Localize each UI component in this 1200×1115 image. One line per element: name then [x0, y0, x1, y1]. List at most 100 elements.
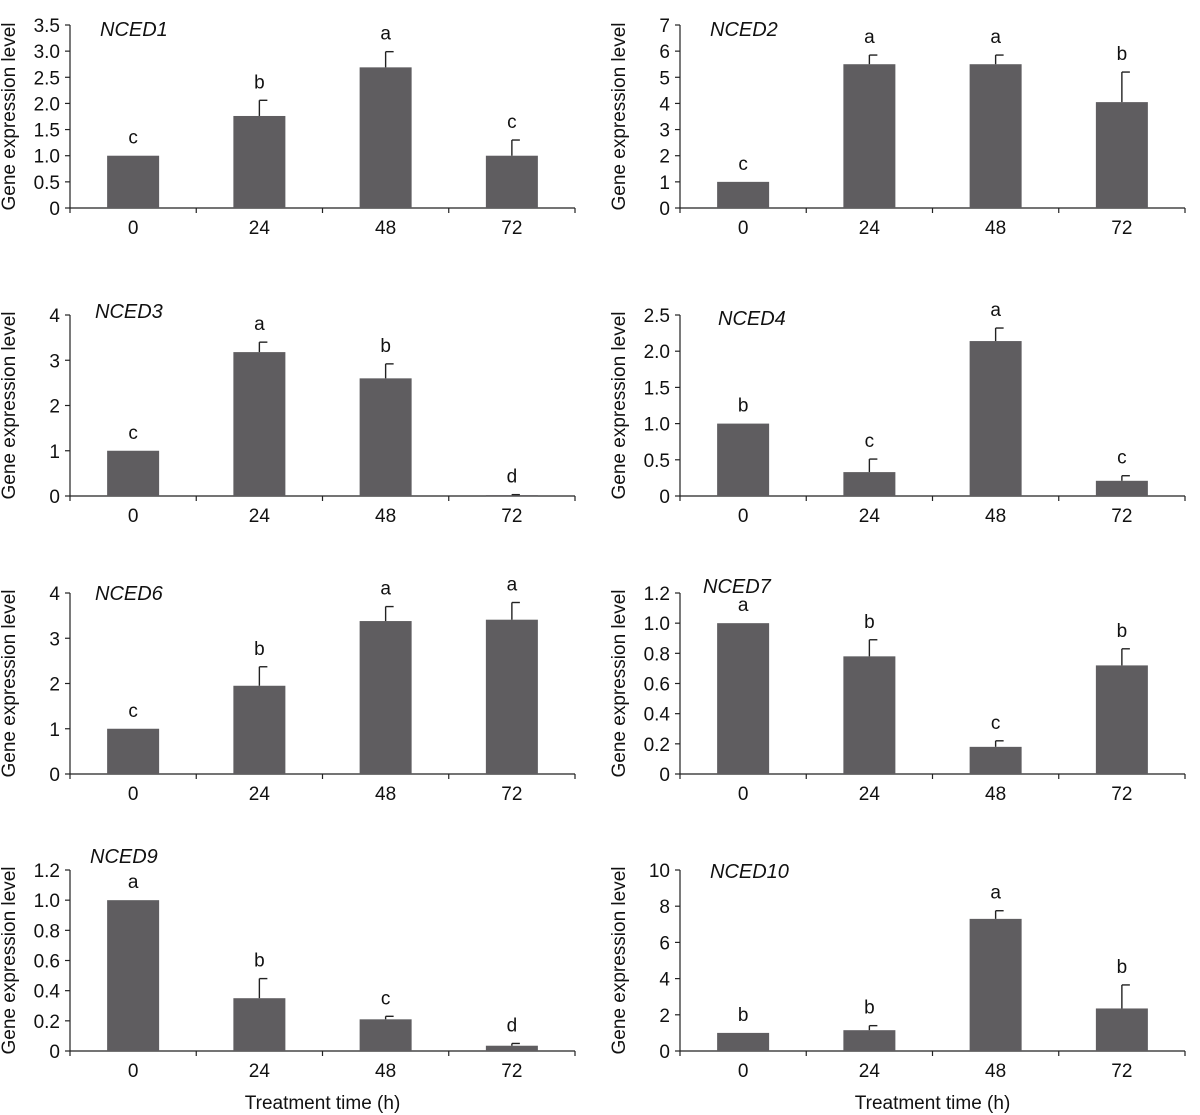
y-tick-label: 1 — [659, 173, 670, 194]
x-tick-label: 24 — [859, 506, 881, 527]
panel-title: NCED7 — [703, 576, 772, 598]
x-tick-label: 72 — [1111, 506, 1132, 527]
y-tick-label: 4 — [49, 306, 60, 327]
bar — [359, 67, 412, 208]
panel-title: NCED2 — [710, 19, 778, 41]
significance-label: b — [864, 998, 875, 1019]
significance-label: b — [254, 951, 265, 972]
y-tick-label: 7 — [659, 16, 670, 37]
chart-panel-1: 0 0.5 1.0 1.5 2.0 2.5 3.0 3.5 c 0 b 24 a 48 c 72 NCED1 Ge… — [0, 16, 576, 239]
y-tick-label: 8 — [659, 897, 670, 918]
y-axis-title: Gene expression level — [0, 590, 20, 778]
y-tick-label: 0.4 — [644, 705, 671, 726]
y-tick-label: 2.5 — [34, 68, 60, 89]
significance-label: b — [864, 612, 875, 633]
significance-label: c — [738, 154, 748, 175]
significance-label: a — [990, 27, 1001, 48]
x-tick-label: 48 — [985, 1061, 1006, 1082]
significance-label: d — [507, 1015, 518, 1036]
x-tick-label: 0 — [128, 784, 139, 805]
significance-label: c — [128, 423, 138, 444]
y-tick-label: 0 — [659, 487, 670, 508]
y-axis-title: Gene expression level — [609, 312, 630, 500]
significance-label: b — [254, 72, 265, 93]
chart-panel-4: 0 0.5 1.0 1.5 2.0 2.5 b 0 c 24 a 48 c 72 NCED4 Gene exp… — [609, 300, 1186, 527]
y-tick-label: 0.5 — [644, 451, 670, 472]
y-axis-title: Gene expression level — [609, 590, 630, 778]
significance-label: c — [128, 701, 138, 722]
panel-title: NCED4 — [718, 308, 786, 330]
bar — [233, 352, 286, 496]
bar — [107, 155, 160, 208]
panel-title: NCED6 — [95, 583, 164, 605]
x-tick-label: 48 — [375, 1061, 396, 1082]
x-tick-label: 24 — [249, 218, 271, 239]
bar — [969, 746, 1022, 774]
significance-label: b — [254, 639, 265, 660]
y-tick-label: 0.5 — [34, 173, 60, 194]
y-tick-label: 0 — [49, 199, 60, 220]
significance-label: b — [380, 336, 391, 357]
y-tick-label: 0 — [49, 487, 60, 508]
x-tick-label: 72 — [501, 1061, 522, 1082]
chart-panel-6: 0 0.2 0.4 0.6 0.8 1.0 1.2 a 0 b 24 c 48 b 72 NCED7 Gene … — [609, 576, 1186, 805]
x-tick-label: 24 — [859, 1061, 881, 1082]
panel-title: NCED3 — [95, 301, 163, 323]
y-axis-title: Gene expression level — [0, 867, 20, 1055]
bar — [1095, 665, 1148, 774]
y-tick-label: 3 — [659, 121, 670, 142]
bar — [107, 900, 160, 1051]
significance-label: b — [738, 1005, 749, 1026]
y-tick-label: 1.0 — [34, 891, 60, 912]
y-tick-label: 0 — [659, 1042, 670, 1063]
significance-label: a — [254, 314, 265, 335]
x-tick-label: 0 — [128, 218, 139, 239]
x-tick-label: 0 — [738, 1061, 749, 1082]
y-tick-label: 10 — [649, 861, 670, 882]
y-tick-label: 6 — [659, 933, 670, 954]
significance-label: a — [990, 300, 1001, 321]
x-tick-label: 72 — [1111, 218, 1132, 239]
bar — [1095, 480, 1148, 496]
y-tick-label: 0.8 — [34, 921, 60, 942]
significance-label: a — [507, 575, 518, 596]
y-tick-label: 1.0 — [34, 147, 60, 168]
significance-label: a — [128, 872, 139, 893]
bar — [485, 619, 538, 774]
y-tick-label: 4 — [659, 970, 670, 991]
significance-label: b — [1117, 44, 1128, 65]
y-tick-label: 2 — [659, 147, 670, 168]
y-tick-label: 3 — [49, 629, 60, 650]
bar — [969, 64, 1022, 208]
x-tick-label: 48 — [985, 218, 1006, 239]
x-tick-label: 0 — [738, 784, 749, 805]
y-tick-label: 3.5 — [34, 16, 60, 37]
y-tick-label: 3.0 — [34, 42, 60, 63]
significance-label: b — [1117, 621, 1128, 642]
x-axis-title: Treatment time (h) — [855, 1093, 1011, 1114]
y-tick-label: 0.2 — [34, 1012, 60, 1033]
y-tick-label: 1 — [49, 720, 60, 741]
chart-panel-3: 0 1 2 3 4 c 0 a 24 b 48 d 72 NCED3 Gene expression lev… — [0, 301, 576, 527]
y-tick-label: 2.0 — [644, 342, 670, 363]
y-axis-title: Gene expression level — [0, 23, 20, 211]
x-tick-label: 72 — [501, 784, 522, 805]
x-tick-label: 48 — [985, 506, 1006, 527]
bar — [233, 998, 286, 1051]
significance-label: c — [991, 713, 1001, 734]
x-tick-label: 24 — [249, 784, 271, 805]
bar — [359, 378, 412, 496]
y-tick-label: 2 — [659, 1006, 670, 1027]
significance-label: c — [128, 128, 138, 149]
x-tick-label: 72 — [1111, 1061, 1132, 1082]
x-tick-label: 24 — [859, 218, 881, 239]
x-tick-label: 24 — [249, 1061, 271, 1082]
bar — [717, 623, 770, 774]
bar — [843, 64, 896, 208]
x-tick-label: 72 — [501, 506, 522, 527]
bar — [107, 450, 160, 496]
bar — [233, 685, 286, 774]
y-tick-label: 1.5 — [34, 121, 60, 142]
y-tick-label: 0.2 — [644, 735, 670, 756]
y-tick-label: 0.6 — [34, 952, 60, 973]
